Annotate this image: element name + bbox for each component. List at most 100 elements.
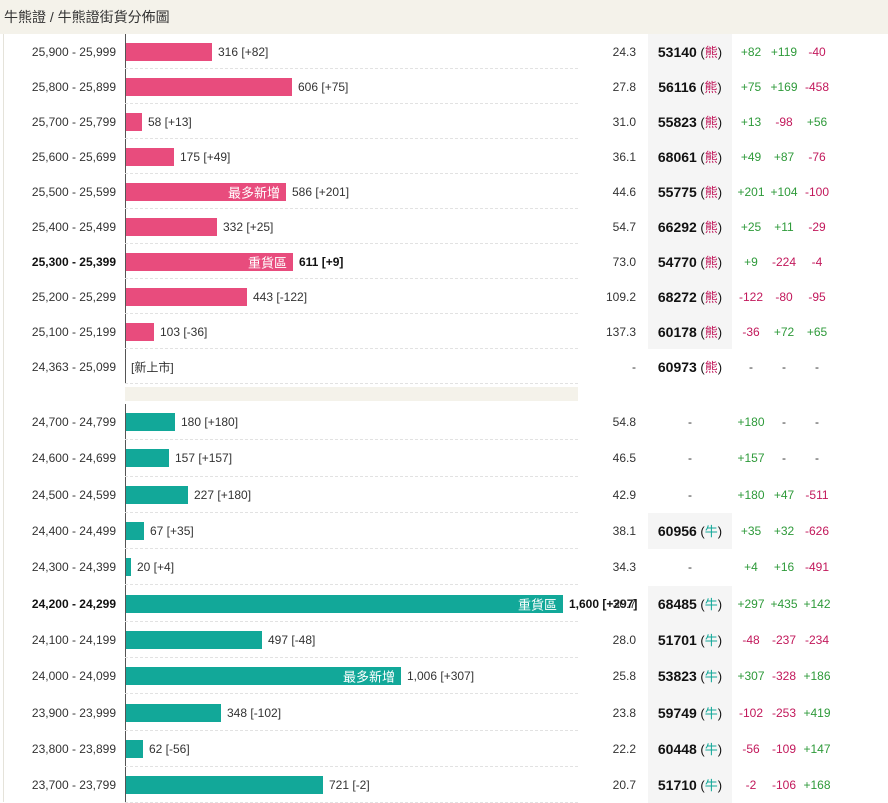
cbbc-type-label: 熊 [704, 254, 718, 270]
empty-code-dash: - [688, 415, 692, 430]
row-separator [125, 729, 578, 731]
price-range-label: 24,100 - 24,199 [31, 632, 116, 647]
change-c3: -458 [804, 79, 830, 94]
percentage-value: 25.8 [612, 669, 636, 684]
change-c3: +419 [803, 705, 831, 720]
price-cell-bg [648, 585, 732, 622]
representative-code[interactable]: 68485 (牛) [648, 594, 732, 614]
code-number[interactable]: 54770 [657, 253, 697, 270]
price-cell-bg [648, 767, 732, 803]
bear-bar: 重貨區 [126, 252, 293, 271]
bull-row: 24,600 - 24,699 157 [+157] 46.5 - +157 - - [0, 440, 888, 477]
price-range-label: 24,400 - 24,499 [31, 524, 116, 539]
change-c1: -102 [738, 705, 764, 720]
code-number[interactable]: 53823 [657, 668, 697, 685]
representative-code[interactable]: 66292 (熊) [648, 217, 732, 237]
representative-code[interactable]: 68272 (熊) [648, 287, 732, 307]
outstanding-count: 58 [+13] [148, 114, 192, 129]
representative-code[interactable]: 60178 (熊) [648, 322, 732, 342]
percentage-value: 27.8 [612, 79, 636, 94]
cbbc-distribution-chart: 25,900 - 25,999 316 [+82] 24.3 53140 (熊) +82… [0, 34, 888, 803]
change-c1: -56 [742, 741, 760, 756]
code-number[interactable]: 59749 [657, 704, 697, 721]
representative-code[interactable]: 51710 (牛) [648, 775, 732, 795]
code-number[interactable]: 68272 [657, 288, 697, 305]
row-separator [125, 138, 578, 139]
paren-open: ( [696, 359, 705, 375]
change-c1: +49 [740, 149, 762, 164]
paren-open: ( [696, 79, 705, 95]
code-number[interactable]: 55823 [657, 113, 697, 130]
representative-code[interactable]: 60956 (牛) [648, 521, 732, 541]
outstanding-count: 332 [+25] [223, 219, 274, 234]
representative-code[interactable]: 56116 (熊) [648, 77, 732, 97]
code-number[interactable]: 68485 [657, 595, 697, 612]
change-c1: -2 [745, 778, 757, 793]
change-c3: +147 [803, 741, 831, 756]
paren-close: ) [717, 79, 722, 95]
change-c1: -36 [742, 324, 760, 339]
percentage-value: 54.8 [612, 415, 636, 430]
change-c1: -48 [742, 632, 760, 647]
row-separator [125, 348, 578, 349]
outstanding-count: 606 [+75] [298, 79, 349, 94]
code-number[interactable]: 60956 [657, 523, 697, 540]
outstanding-count: 67 [+35] [150, 524, 194, 539]
code-number[interactable]: 60178 [657, 323, 697, 340]
price-range-label: 25,600 - 25,699 [31, 149, 116, 164]
paren-open: ( [696, 149, 705, 165]
price-range-label: 24,700 - 24,799 [31, 415, 116, 430]
change-c2: +32 [773, 524, 795, 539]
bear-row: 25,700 - 25,799 58 [+13] 31.0 55823 (熊) +13-… [0, 104, 888, 139]
representative-code[interactable]: 68061 (熊) [648, 147, 732, 167]
outstanding-count: 348 [-102] [227, 705, 282, 720]
change-c1: +9 [744, 254, 758, 269]
code-number[interactable]: 60448 [657, 740, 697, 757]
code-number[interactable]: 66292 [657, 218, 697, 235]
bear-bar [126, 42, 212, 61]
change-c2: +104 [770, 184, 798, 199]
percentage-value: 20.7 [612, 778, 636, 793]
paren-open: ( [696, 289, 705, 305]
paren-close: ) [717, 778, 723, 794]
change-c3: -29 [808, 219, 826, 234]
representative-code[interactable]: 60973 (熊) [648, 357, 732, 377]
change-c1: +180 [737, 415, 765, 430]
representative-code[interactable]: 60448 (牛) [648, 739, 732, 759]
change-c2: -109 [771, 741, 797, 756]
code-number[interactable]: 53140 [657, 43, 697, 60]
code-number[interactable]: 51710 [657, 777, 697, 794]
representative-code[interactable]: 54770 (熊) [648, 252, 732, 272]
left-border [3, 34, 4, 802]
paren-close: ) [717, 669, 723, 685]
row-separator [125, 439, 578, 441]
representative-code[interactable]: 53140 (熊) [648, 42, 732, 62]
price-range-label: 25,400 - 25,499 [31, 219, 116, 234]
percentage-value: 137.3 [605, 324, 636, 339]
change-c3: - [815, 415, 819, 430]
bear-row: 25,800 - 25,899 606 [+75] 27.8 56116 (熊) +75… [0, 69, 888, 104]
representative-code[interactable]: 59749 (牛) [648, 703, 732, 723]
representative-code[interactable]: 53823 (牛) [648, 666, 732, 686]
representative-code[interactable]: 51701 (牛) [648, 630, 732, 650]
bear-row: 25,300 - 25,399 重貨區 611 [+9] 73.0 54770 (熊) +… [0, 244, 888, 279]
bull-bar [126, 485, 188, 504]
code-number[interactable]: 68061 [657, 148, 697, 165]
paren-open: ( [696, 524, 705, 540]
change-c2: - [782, 451, 786, 466]
bull-bar: 重貨區 [126, 594, 563, 613]
empty-code-dash: - [688, 451, 692, 466]
paren-close: ) [717, 741, 723, 757]
code-number[interactable]: 55775 [657, 183, 697, 200]
new-listing-tag: [新上市] [131, 360, 174, 374]
code-number[interactable]: 56116 [658, 78, 697, 95]
representative-code: - [648, 449, 732, 467]
outstanding-count: 721 [-2] [329, 778, 370, 793]
change-c1: +25 [740, 219, 762, 234]
code-number[interactable]: 60973 [657, 358, 697, 375]
representative-code[interactable]: 55775 (熊) [648, 182, 732, 202]
code-number[interactable]: 51701 [657, 631, 697, 648]
paren-close: ) [717, 632, 723, 648]
representative-code[interactable]: 55823 (熊) [648, 112, 732, 132]
cbbc-type-label: 牛 [704, 669, 718, 685]
